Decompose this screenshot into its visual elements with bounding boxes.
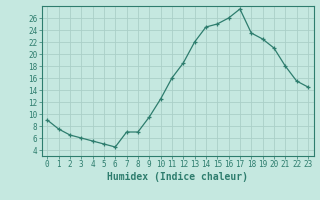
X-axis label: Humidex (Indice chaleur): Humidex (Indice chaleur) bbox=[107, 172, 248, 182]
